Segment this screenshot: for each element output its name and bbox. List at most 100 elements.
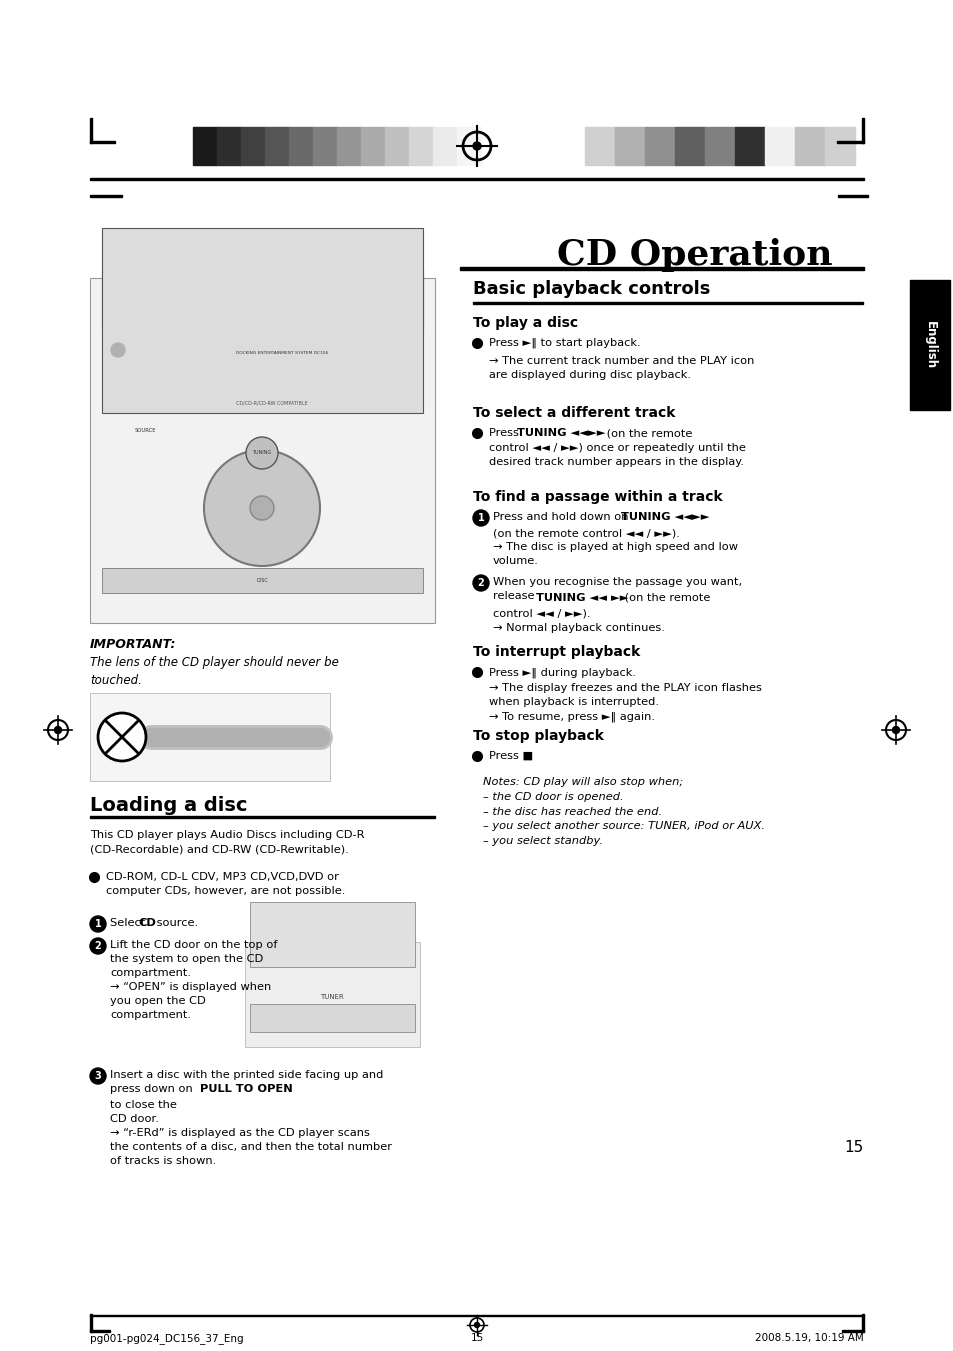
Text: TUNER: TUNER — [320, 994, 343, 1000]
Text: Basic playback controls: Basic playback controls — [473, 280, 710, 299]
Circle shape — [111, 343, 125, 357]
Text: The lens of the CD player should never be
touched.: The lens of the CD player should never b… — [90, 657, 338, 688]
Circle shape — [473, 576, 489, 590]
Bar — [250, 902, 415, 967]
Text: (on the remote: (on the remote — [602, 428, 692, 438]
Text: control ◄◄ / ►►) once or repeatedly until the
desired track number appears in th: control ◄◄ / ►►) once or repeatedly unti… — [489, 443, 745, 467]
Circle shape — [473, 142, 480, 150]
Bar — [456, 127, 480, 165]
Bar — [862, 118, 863, 143]
Text: To interrupt playback: To interrupt playback — [473, 644, 639, 659]
Text: → The current track number and the PLAY icon
are displayed during disc playback.: → The current track number and the PLAY … — [489, 357, 754, 380]
Bar — [102, 567, 422, 593]
Bar — [360, 127, 385, 165]
Text: TUNING ◄◄►►: TUNING ◄◄►► — [517, 428, 605, 438]
Text: TUNING: TUNING — [253, 450, 272, 455]
Bar — [313, 127, 336, 165]
Text: CD-ROM, CD-L CDV, MP3 CD,VCD,DVD or
computer CDs, however, are not possible.: CD-ROM, CD-L CDV, MP3 CD,VCD,DVD or comp… — [106, 871, 345, 896]
Text: 3: 3 — [94, 1071, 101, 1081]
Bar — [90, 1329, 110, 1332]
Bar — [704, 127, 734, 165]
Circle shape — [54, 727, 61, 734]
Circle shape — [892, 727, 899, 734]
Text: To find a passage within a track: To find a passage within a track — [473, 490, 721, 504]
Bar — [102, 267, 422, 332]
Bar — [862, 1315, 863, 1332]
Text: 15: 15 — [470, 1333, 483, 1343]
Bar — [837, 195, 867, 197]
Text: → The display freezes and the PLAY icon flashes
when playback is interrupted.
→ : → The display freezes and the PLAY icon … — [489, 684, 761, 721]
Bar — [90, 816, 435, 817]
Text: Lift the CD door on the top of
the system to open the CD
compartment.
→ “OPEN” i: Lift the CD door on the top of the syste… — [110, 940, 277, 1020]
Bar — [909, 280, 949, 409]
Circle shape — [90, 916, 106, 932]
Bar — [90, 278, 435, 623]
Bar — [764, 127, 794, 165]
Bar — [265, 127, 289, 165]
Text: SOURCE: SOURCE — [134, 427, 155, 432]
Bar — [102, 228, 422, 413]
Text: 1: 1 — [94, 919, 101, 929]
Text: source.: source. — [152, 917, 198, 928]
Bar — [193, 127, 216, 165]
Bar — [385, 127, 409, 165]
Text: TUNING ◄◄ ►►: TUNING ◄◄ ►► — [536, 593, 628, 603]
Bar — [90, 141, 115, 143]
Circle shape — [473, 509, 489, 526]
Text: IMPORTANT:: IMPORTANT: — [90, 638, 176, 651]
Bar — [824, 127, 854, 165]
Text: When you recognise the passage you want,
release: When you recognise the passage you want,… — [493, 577, 741, 601]
Bar — [336, 127, 360, 165]
Text: Press ►‖ during playback.: Press ►‖ during playback. — [489, 667, 636, 677]
Circle shape — [474, 1323, 479, 1328]
Circle shape — [204, 450, 319, 566]
Text: Press and hold down on: Press and hold down on — [493, 512, 632, 521]
Text: DISC: DISC — [255, 577, 268, 582]
Text: TUNING ◄◄►►: TUNING ◄◄►► — [620, 512, 709, 521]
Bar — [90, 118, 91, 143]
Text: PULL TO OPEN: PULL TO OPEN — [200, 1084, 293, 1094]
Text: DOCKING ENTERTAINMENT SYSTEM DC156: DOCKING ENTERTAINMENT SYSTEM DC156 — [235, 351, 328, 355]
Bar — [841, 1329, 863, 1332]
Text: 2: 2 — [94, 942, 101, 951]
Text: Press ►‖ to start playback.: Press ►‖ to start playback. — [489, 338, 640, 349]
Text: Loading a disc: Loading a disc — [90, 796, 247, 815]
Text: 2008.5.19, 10:19 AM: 2008.5.19, 10:19 AM — [755, 1333, 863, 1343]
Bar — [433, 127, 456, 165]
Text: To play a disc: To play a disc — [473, 316, 578, 330]
Text: CD/CD-R/CD-RW COMPATIBLE: CD/CD-R/CD-RW COMPATIBLE — [236, 400, 308, 405]
Bar — [615, 127, 644, 165]
Text: 2: 2 — [477, 578, 484, 588]
Circle shape — [90, 938, 106, 954]
Bar — [90, 178, 863, 180]
Text: Press: Press — [489, 428, 522, 438]
Bar — [90, 693, 330, 781]
Bar — [675, 127, 704, 165]
Text: This CD player plays Audio Discs including CD-R
(CD-Recordable) and CD-RW (CD-Re: This CD player plays Audio Discs includi… — [90, 830, 364, 854]
Text: CD Operation: CD Operation — [557, 238, 832, 272]
Bar — [216, 127, 241, 165]
Circle shape — [98, 713, 146, 761]
Text: Insert a disc with the printed side facing up and
press down on: Insert a disc with the printed side faci… — [110, 1070, 383, 1094]
Circle shape — [250, 496, 274, 520]
Text: To select a different track: To select a different track — [473, 407, 675, 420]
Bar — [245, 942, 419, 1047]
Circle shape — [246, 436, 277, 469]
Bar — [90, 1315, 863, 1316]
Text: (on the remote: (on the remote — [620, 593, 710, 603]
Bar — [250, 1004, 415, 1032]
Bar — [734, 127, 764, 165]
Text: Press ■: Press ■ — [489, 751, 533, 761]
Text: 1: 1 — [477, 513, 484, 523]
Bar — [584, 127, 615, 165]
Circle shape — [90, 1069, 106, 1084]
Text: 15: 15 — [843, 1140, 863, 1155]
Bar — [794, 127, 824, 165]
Text: Select: Select — [110, 917, 149, 928]
Text: English: English — [923, 322, 936, 369]
Text: To stop playback: To stop playback — [473, 730, 603, 743]
Bar — [90, 1315, 91, 1332]
Text: (on the remote control ◄◄ / ►►).
→ The disc is played at high speed and low
volu: (on the remote control ◄◄ / ►►). → The d… — [493, 528, 738, 566]
Bar — [241, 127, 265, 165]
Text: Notes: CD play will also stop when;
– the CD door is opened.
– the disc has reac: Notes: CD play will also stop when; – th… — [482, 777, 764, 846]
